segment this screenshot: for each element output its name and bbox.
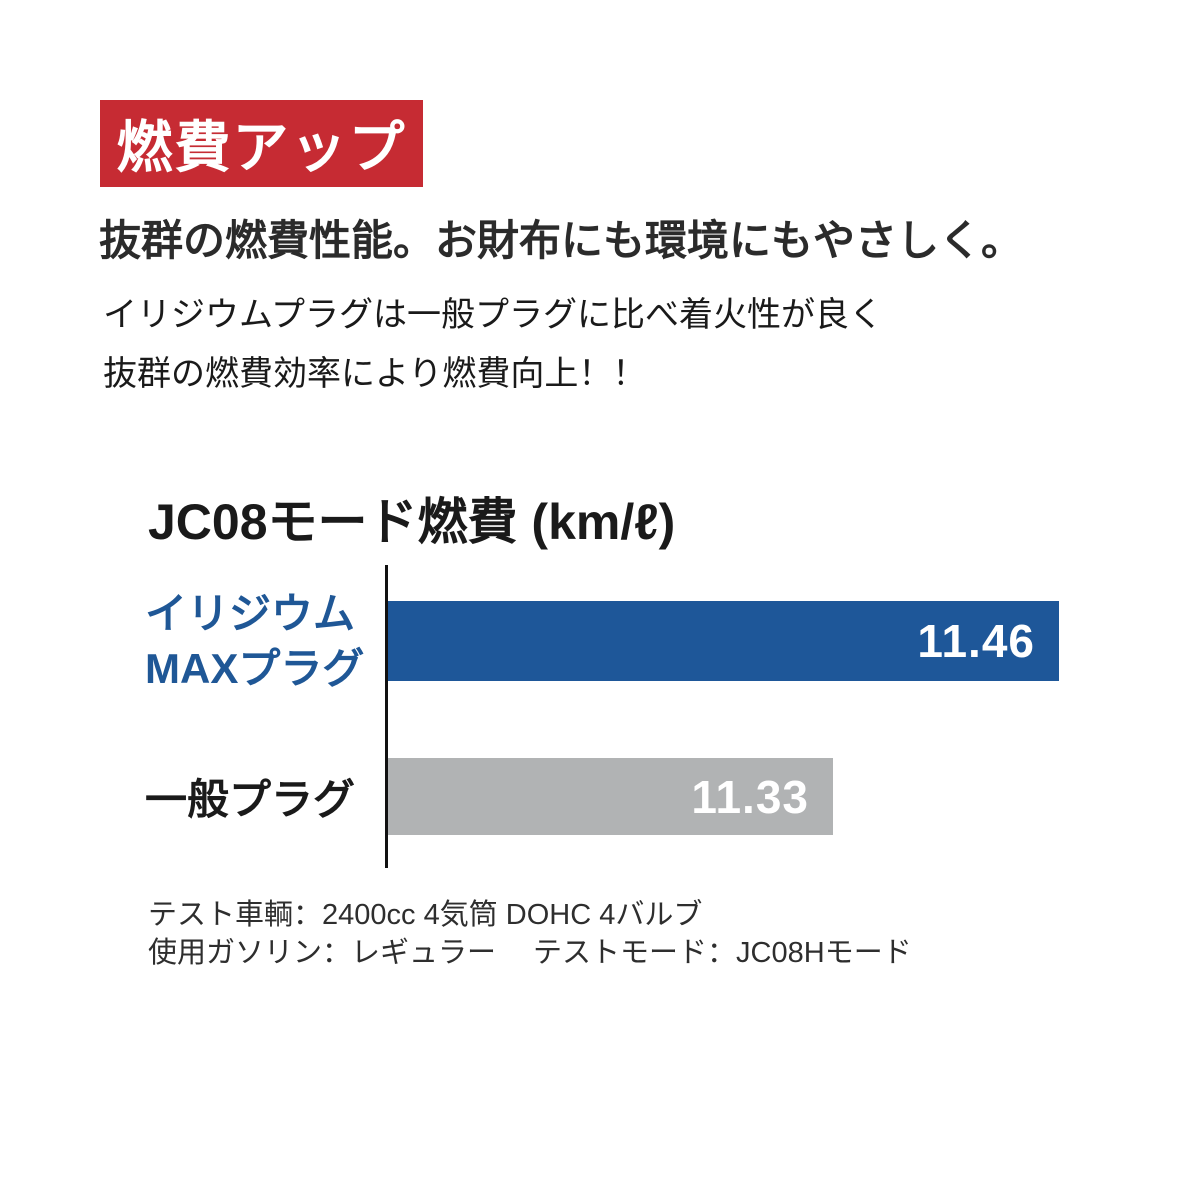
headline: 抜群の燃費性能。お財布にも環境にもやさしく。 bbox=[99, 217, 1024, 264]
body-copy: イリジウムプラグは一般プラグに比べ着火性が良く 抜群の燃費効率により燃費向上！！ bbox=[103, 286, 883, 404]
bar-iridium-max: 11.46 bbox=[388, 601, 1059, 681]
body-line-1: イリジウムプラグは一般プラグに比べ着火性が良く bbox=[103, 296, 883, 334]
footnote-line-2: 使用ガソリン：レギュラー テストモード：JC08Hモード bbox=[148, 937, 912, 969]
fuel-up-badge: 燃費アップ bbox=[100, 100, 423, 187]
body-line-2: 抜群の燃費効率により燃費向上！！ bbox=[103, 355, 647, 393]
bar-label-iridium-max: イリジウム MAXプラグ bbox=[145, 586, 364, 696]
bar-label-standard-plug: 一般プラグ bbox=[145, 758, 355, 835]
bar-standard-plug: 11.33 bbox=[388, 758, 833, 835]
bar-label-standard-plug-line-1: 一般プラグ bbox=[145, 776, 356, 823]
footnote-line-1: テスト車輌：2400cc 4気筒 DOHC 4バルブ bbox=[148, 899, 703, 931]
bar-value-standard-plug: 11.33 bbox=[691, 770, 809, 823]
bar-value-iridium-max: 11.46 bbox=[917, 615, 1035, 667]
fuel-up-badge-label: 燃費アップ bbox=[116, 116, 407, 179]
chart-title: JC08モード燃費 (km/ℓ) bbox=[148, 494, 676, 550]
bar-label-iridium-max-line-1: イリジウム bbox=[145, 590, 356, 637]
chart-axis-line bbox=[385, 565, 388, 868]
footnotes: テスト車輌：2400cc 4気筒 DOHC 4バルブ 使用ガソリン：レギュラー … bbox=[148, 896, 912, 972]
bar-label-iridium-max-line-2: MAXプラグ bbox=[145, 645, 365, 692]
